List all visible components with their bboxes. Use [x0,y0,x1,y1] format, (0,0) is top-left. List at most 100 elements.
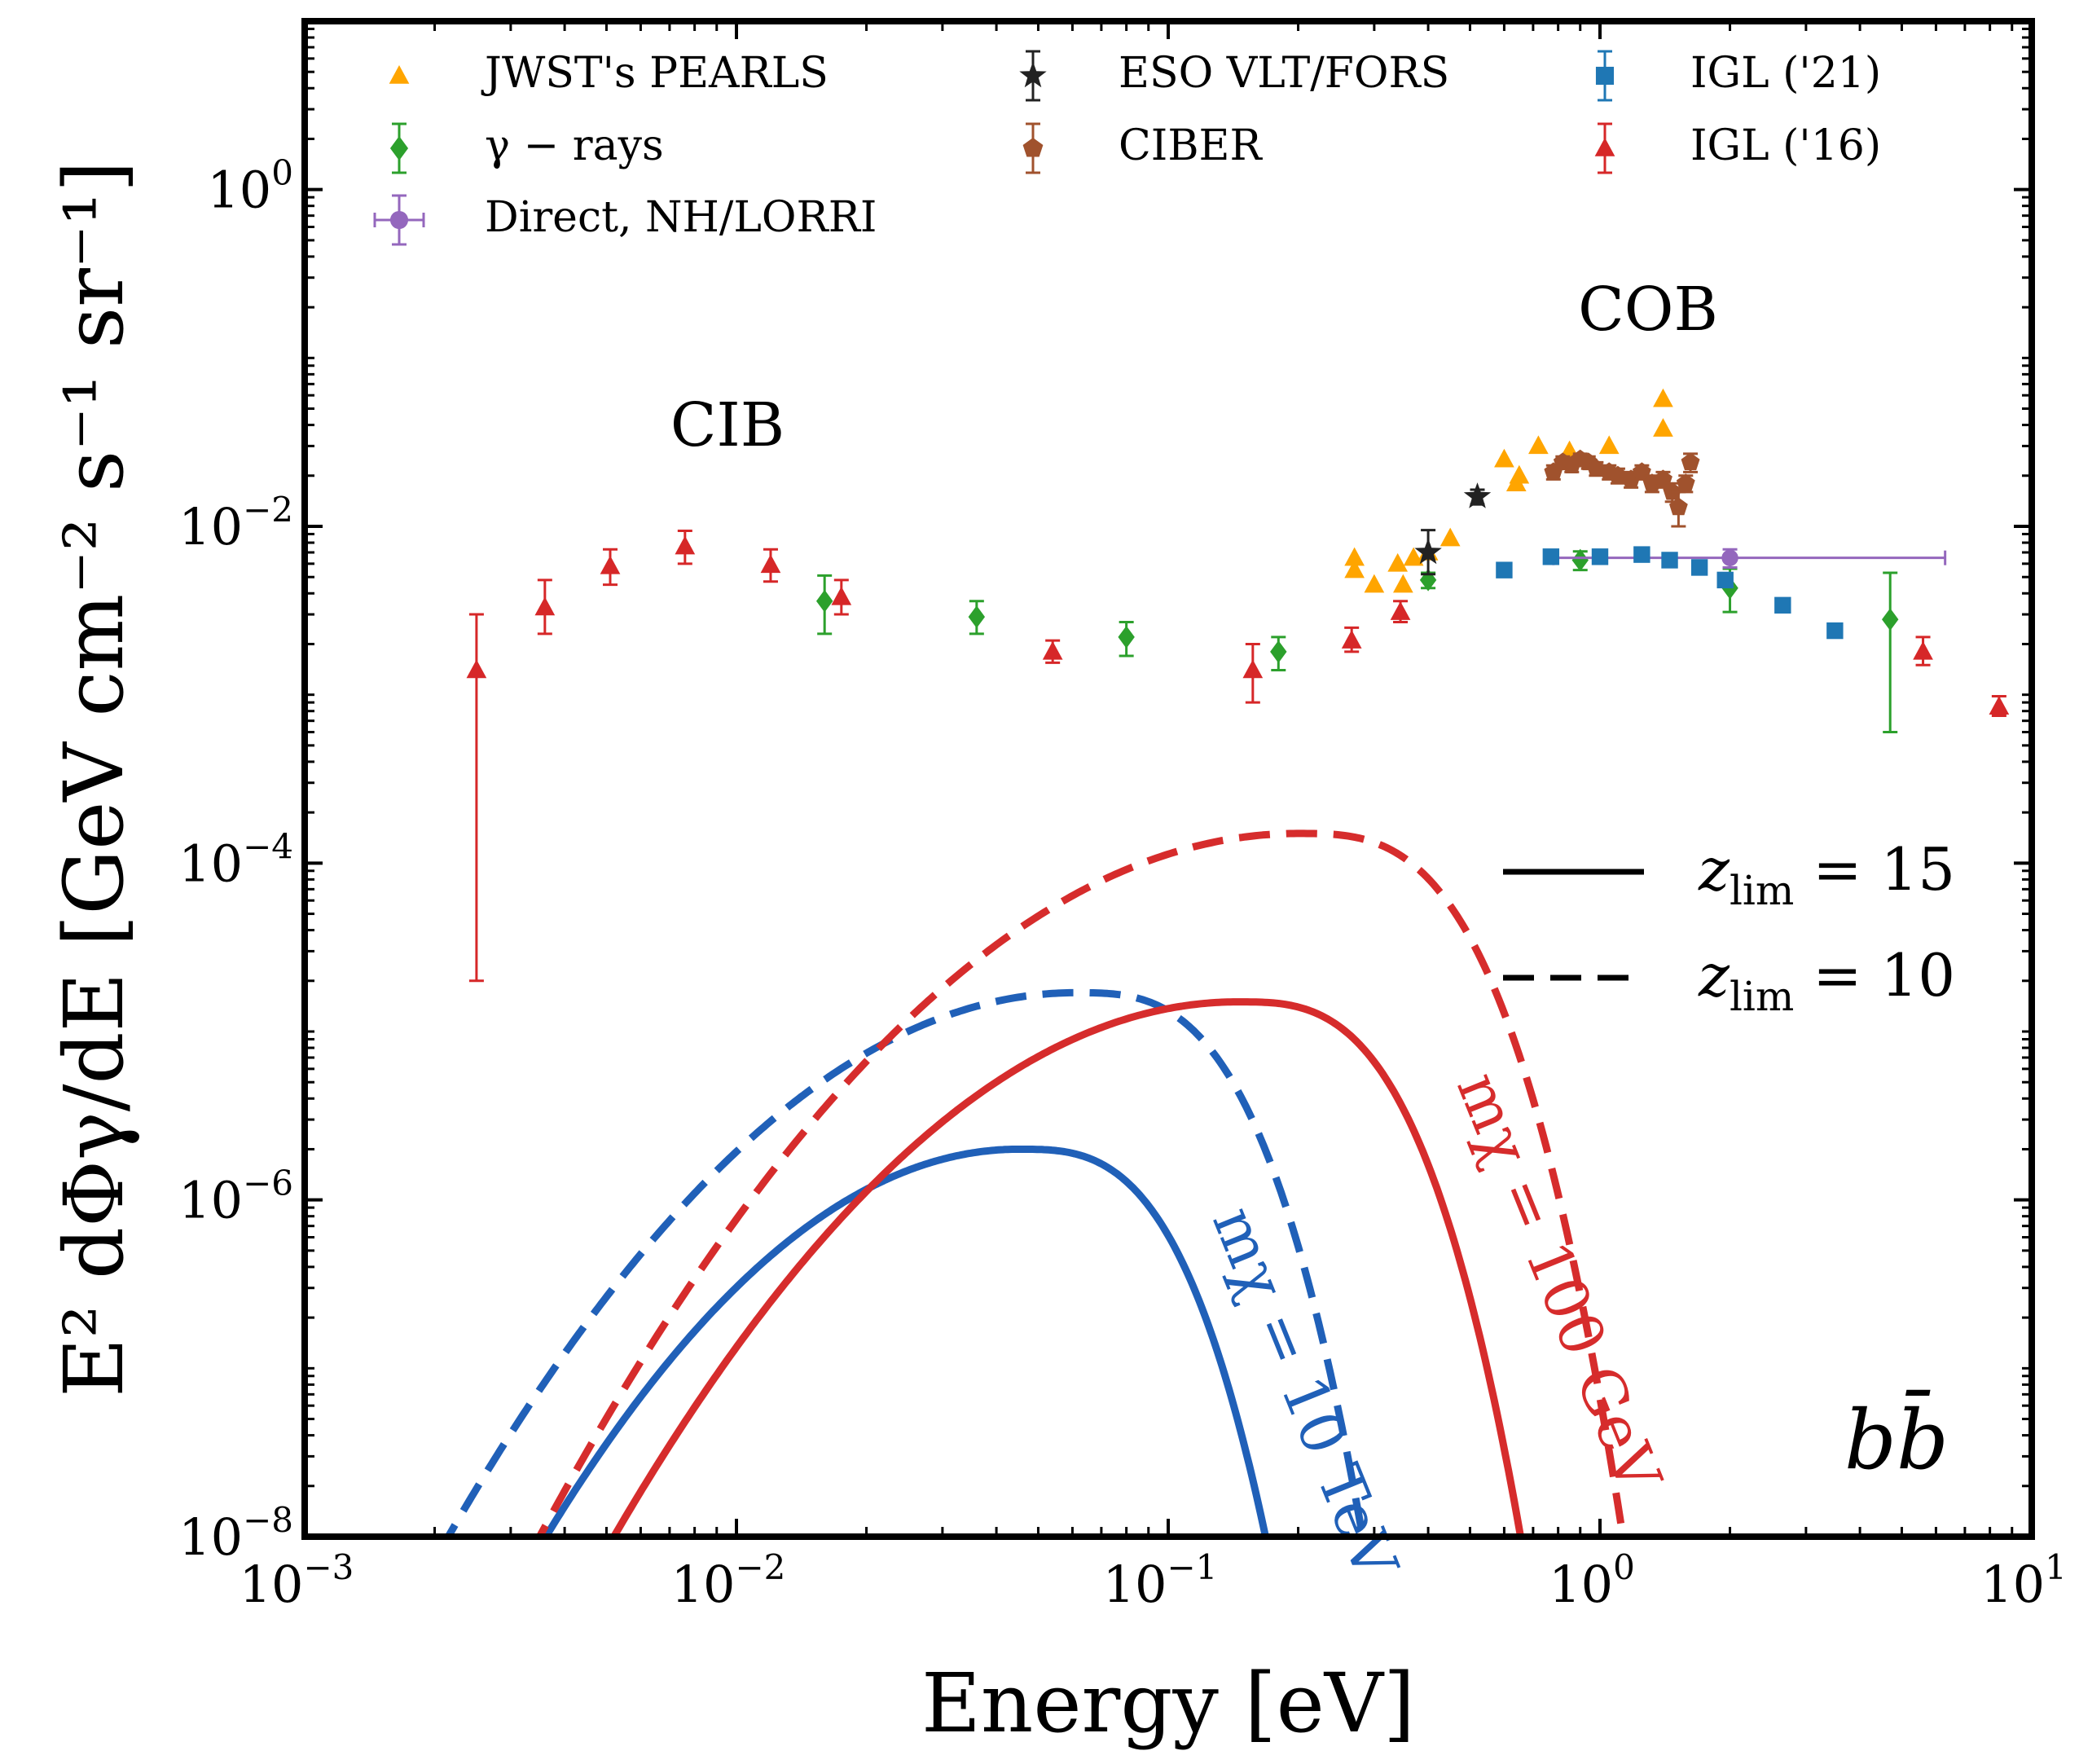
data-point [1608,465,1628,484]
series-square [1496,546,1844,640]
y-tick-exponent: −4 [243,826,293,866]
cob-label: COB [1578,275,1718,345]
legend-item: ESO VLT/FORS [1019,49,1449,102]
x-tick-label: 10−2 [671,1547,786,1614]
data-point [1528,435,1549,455]
data-point [1633,546,1650,563]
data-point [831,586,852,605]
y-tick-label: 10−6 [178,1164,293,1230]
series-triangle [466,530,2010,983]
line-legend-item: zlim = 15 [1503,835,1955,914]
y-tick-base: 10 [178,497,243,556]
legend-marker [1595,66,1615,86]
data-point [1681,452,1700,471]
legend-item: Direct, NH/LORRI [373,193,877,246]
data-point [1716,571,1734,589]
data-point [1403,547,1424,566]
data-point [600,555,621,574]
data-point [1439,527,1461,547]
legend-marker [389,136,409,161]
data-point [815,589,833,613]
x-tick-label: 101 [1980,1547,2067,1614]
data-point [1344,559,1365,578]
data-point [1463,482,1492,508]
data-point [1669,497,1688,516]
x-tick-base: 10 [240,1555,304,1614]
data-point [1270,640,1287,663]
y-tick-label: 100 [207,153,293,220]
line-legend-label: zlim = 15 [1698,835,1955,914]
x-tick-base: 10 [1549,1555,1613,1614]
y-tick-base: 10 [178,1171,243,1230]
y-tick-exponent: −6 [243,1164,293,1203]
x-tick-exponent: 1 [2045,1547,2067,1587]
legend-item: CIBER [1022,121,1264,174]
line-style-legend: zlim = 15 zlim = 10 [1503,835,1955,1020]
data-point [1344,547,1365,566]
data-points [466,388,2010,983]
legend-marker [1019,61,1047,88]
data-point [1118,626,1135,649]
x-tick-label: 100 [1549,1547,1635,1614]
data-point [1390,601,1411,620]
model-curve [541,1146,1270,1537]
data-point [675,535,696,555]
y-tick-base: 10 [207,161,271,220]
legend-label: Direct, NH/LORRI [485,193,877,242]
plot-frame [301,18,2035,1540]
series-star [1414,482,1492,576]
legend-marker [389,65,410,84]
data-point [1494,448,1514,468]
x-tick-exponent: 0 [1613,1547,1635,1587]
data-point [1690,559,1708,576]
legend-marker [1594,138,1615,156]
y-tick-base: 10 [178,834,243,893]
data-point [1653,388,1673,407]
legend-item: JWST's PEARLS [389,49,829,98]
y-tick-exponent: −8 [243,1500,293,1540]
legend-label: JWST's PEARLS [481,49,829,98]
data-point [1387,552,1409,572]
x-tick-exponent: −3 [303,1547,354,1587]
line-legend-item: zlim = 10 [1503,941,1955,1020]
data-point [1882,608,1899,631]
model-curve [609,998,1525,1537]
channel-label: bb̄ [1844,1389,1949,1488]
x-tick-base: 10 [1103,1555,1167,1614]
series-pentagon [1544,449,1700,528]
data-point [1571,548,1589,572]
legend-item: γ − rays [389,121,664,174]
legend-item: IGL ('16) [1594,121,1881,174]
line-legend-var: z [1698,941,1730,1010]
y-axis-label: E² dΦγ/dE [GeV cm⁻² s⁻¹ sr⁻¹] [46,161,142,1397]
legend-marker [1022,138,1044,157]
data-point [1364,574,1385,593]
data-point [1509,464,1530,484]
cib-label: CIB [670,390,785,460]
x-tick-label: 10−3 [240,1547,354,1614]
data-point [1913,640,1933,660]
line-legend-value: = 15 [1794,835,1955,904]
line-legend-sub: lim [1730,973,1794,1020]
data-point [1598,435,1620,455]
x-tick-base: 10 [671,1555,736,1614]
data-point [1496,561,1513,578]
data-point [1542,548,1560,565]
line-legend-sub: lim [1730,867,1794,914]
legend-marker [389,210,409,230]
data-point [968,605,986,628]
data-point [1661,552,1678,569]
x-axis-label: Energy [eV] [921,1656,1415,1751]
y-tick-label: 10−8 [178,1500,293,1567]
model-curve [443,988,1367,1537]
line-legend-label: zlim = 10 [1698,941,1955,1020]
data-point [760,554,781,574]
legend: JWST's PEARLS ESO VLT/FORS IGL ('21) γ − ra… [373,49,1881,246]
legend-label: γ − rays [485,121,664,170]
data-point [1653,418,1673,437]
model-curve [535,829,1627,1537]
legend-label: IGL ('21) [1690,49,1881,98]
data-point [1591,548,1609,565]
x-tick-label: 10−1 [1103,1547,1218,1614]
